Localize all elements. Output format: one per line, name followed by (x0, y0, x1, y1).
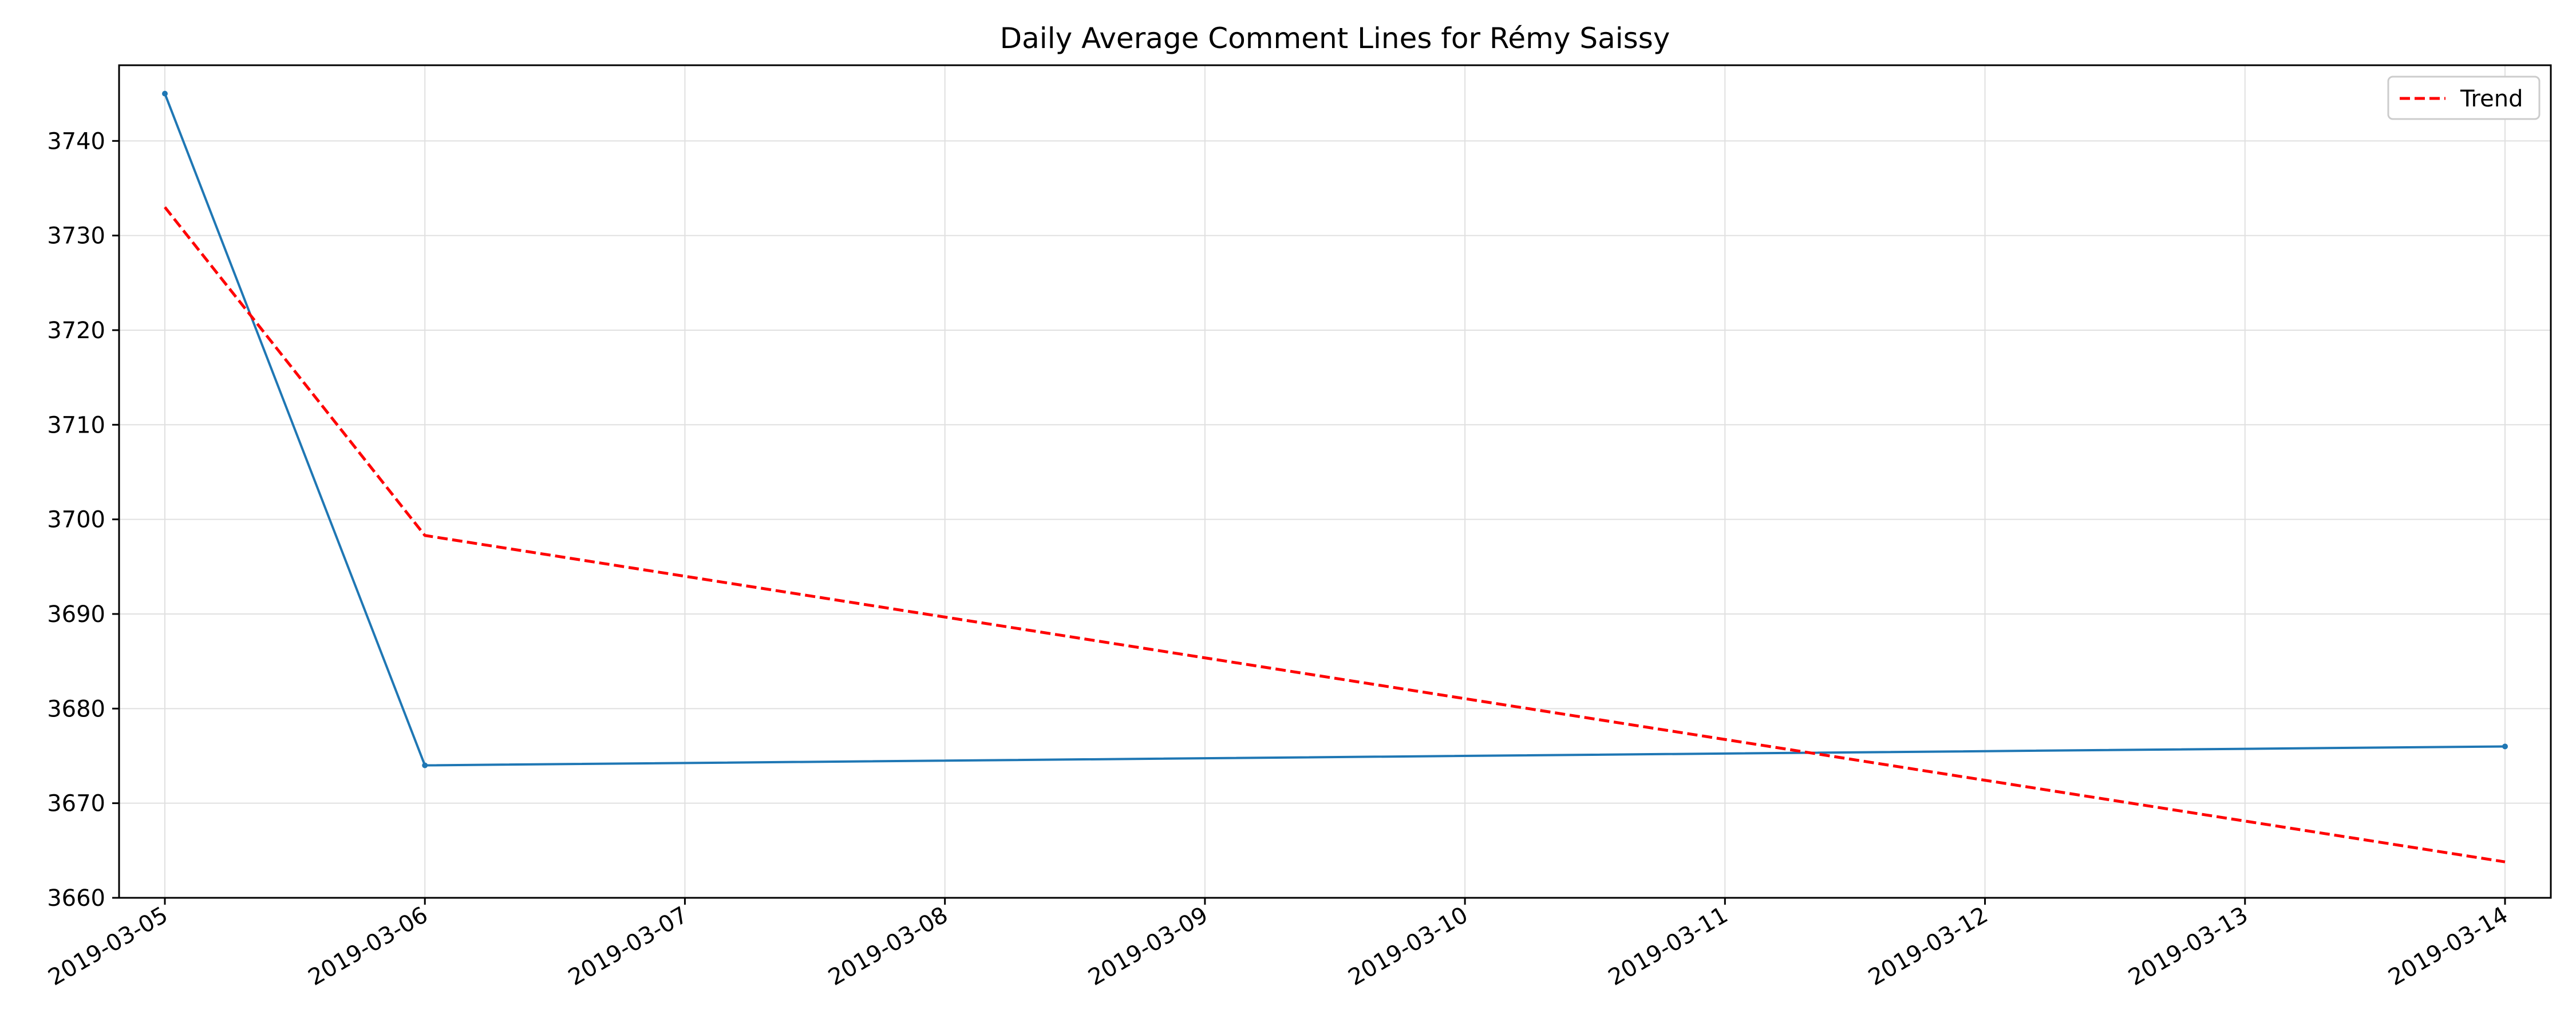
x-tick-label: 2019-03-14 (2384, 902, 2512, 991)
legend-label: Trend (2460, 86, 2523, 112)
x-tick-label: 2019-03-07 (564, 902, 692, 991)
plot-frame (118, 64, 2552, 899)
chart-title: Daily Average Comment Lines for Rémy Sai… (1000, 22, 1670, 55)
y-tick-label: 3730 (47, 223, 105, 249)
y-tick-label: 3720 (47, 318, 105, 344)
y-tick-label: 3660 (47, 885, 105, 912)
grid (119, 65, 2551, 898)
x-tick-label: 2019-03-10 (1344, 902, 1472, 991)
data-point (162, 90, 168, 97)
x-tick-label: 2019-03-12 (1864, 902, 1992, 991)
x-tick-label: 2019-03-13 (2124, 902, 2252, 991)
series-line-comment-lines (164, 93, 2506, 767)
y-axis: 3660 3670 3680 3690 3700 3710 3720 3730 3740 (47, 128, 119, 912)
legend-box (2387, 76, 2541, 120)
series-line-trend (164, 206, 2506, 863)
y-tick-label: 3740 (47, 128, 105, 154)
x-tick-label: 2019-03-05 (44, 902, 172, 991)
y-tick-label: 3690 (47, 601, 105, 628)
data-point (422, 762, 428, 768)
x-tick-label: 2019-03-11 (1604, 902, 1732, 991)
plot-series (162, 90, 2508, 863)
y-tick-label: 3670 (47, 791, 105, 817)
legend: Trend (2387, 76, 2541, 120)
x-tick-label: 2019-03-06 (304, 902, 432, 991)
data-point (2502, 743, 2508, 750)
x-tick-label: 2019-03-09 (1084, 902, 1212, 991)
x-tick-label: 2019-03-08 (824, 902, 952, 991)
y-tick-label: 3680 (47, 696, 105, 722)
y-tick-label: 3700 (47, 507, 105, 533)
y-tick-label: 3710 (47, 412, 105, 438)
x-axis: 2019-03-05 2019-03-06 2019-03-07 2019-03-08… (44, 898, 2512, 991)
